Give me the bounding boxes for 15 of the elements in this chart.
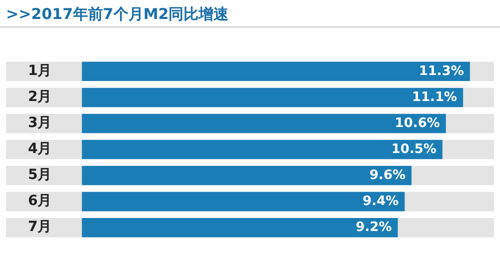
data-label: 11.1%	[412, 90, 458, 105]
y-tick-label: 5月	[28, 167, 52, 184]
y-tick-label: 7月	[28, 219, 52, 236]
y-tick-label: 2月	[28, 89, 52, 106]
y-tick-label: 6月	[28, 193, 52, 210]
data-label: 9.6%	[369, 168, 406, 183]
data-label: 9.4%	[362, 194, 399, 209]
y-tick-label: 1月	[28, 63, 52, 80]
y-tick-label: 4月	[28, 141, 52, 158]
data-label: 10.6%	[394, 116, 440, 131]
y-tick-label: 3月	[28, 115, 52, 132]
data-label: 11.3%	[418, 64, 464, 79]
data-label: 10.5%	[391, 142, 436, 157]
chart-title: >>2017年前7个月M2同比增速	[0, 0, 500, 28]
data-label: 9.2%	[356, 220, 392, 235]
